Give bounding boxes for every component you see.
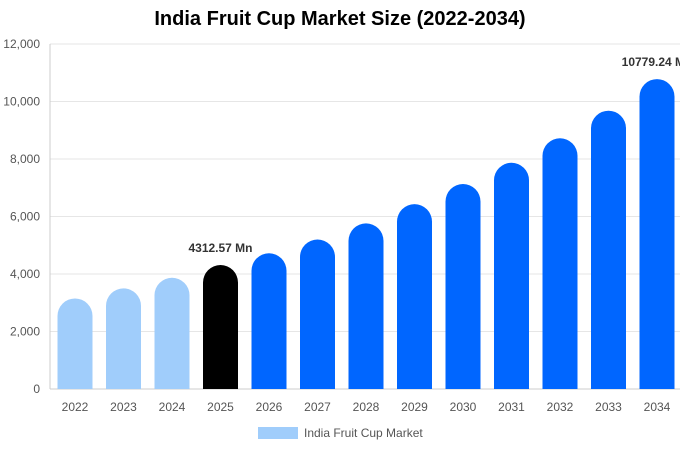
bar-2030 xyxy=(445,184,481,389)
x-tick-label: 2026 xyxy=(256,400,283,414)
bar-2027 xyxy=(300,239,335,389)
bar-2031 xyxy=(494,162,529,389)
bar-2028 xyxy=(348,223,384,389)
legend-label: India Fruit Cup Market xyxy=(304,426,423,440)
y-tick-label: 10,000 xyxy=(3,95,40,109)
x-tick-label: 2029 xyxy=(401,400,428,414)
y-tick-label: 2,000 xyxy=(10,325,40,339)
x-tick-label: 2032 xyxy=(547,400,574,414)
x-tick-label: 2028 xyxy=(353,400,380,414)
y-tick-label: 0 xyxy=(33,382,40,396)
x-tick-label: 2033 xyxy=(595,400,622,414)
x-tick-label: 2031 xyxy=(498,400,525,414)
bar-2024 xyxy=(154,277,190,389)
bar-2033 xyxy=(591,110,626,389)
x-tick-label: 2023 xyxy=(110,400,137,414)
bar-2032 xyxy=(542,138,578,389)
bar-2026 xyxy=(251,253,287,389)
y-tick-label: 8,000 xyxy=(10,152,40,166)
chart-title: India Fruit Cup Market Size (2022-2034) xyxy=(154,8,526,30)
legend[interactable]: India Fruit Cup Market xyxy=(258,426,423,440)
bar-2034 xyxy=(639,79,675,389)
data-label: 4312.57 Mn xyxy=(188,241,252,255)
y-tick-label: 4,000 xyxy=(10,267,40,281)
x-tick-label: 2030 xyxy=(450,400,477,414)
x-tick-label: 2024 xyxy=(159,400,186,414)
bar-2025 xyxy=(203,265,238,389)
x-tick-label: 2034 xyxy=(644,400,671,414)
data-label: 10779.24 Mn xyxy=(622,55,680,69)
bar-2023 xyxy=(106,288,141,389)
y-tick-label: 12,000 xyxy=(3,37,40,51)
x-tick-label: 2022 xyxy=(62,400,89,414)
x-tick-label: 2027 xyxy=(304,400,331,414)
bar-2022 xyxy=(57,298,93,389)
y-tick-label: 6,000 xyxy=(10,210,40,224)
legend-swatch xyxy=(258,427,298,439)
bar-2029 xyxy=(397,204,432,389)
x-tick-label: 2025 xyxy=(207,400,234,414)
